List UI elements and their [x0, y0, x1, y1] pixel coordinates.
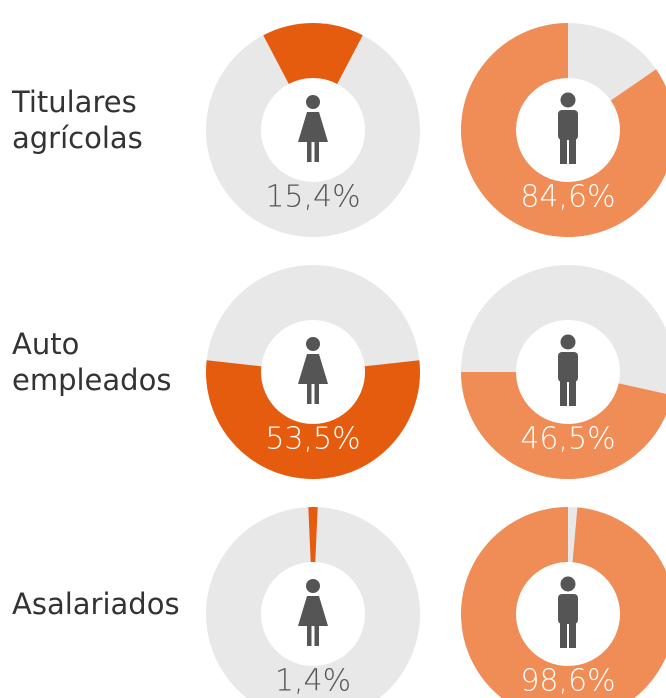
icon-leg	[560, 138, 567, 164]
icon-head	[306, 579, 320, 593]
value-label: 84,6%	[520, 180, 615, 215]
row-label: Titulares agrícolas	[12, 84, 192, 156]
icon-body	[298, 112, 328, 142]
icon-head	[561, 577, 576, 592]
icon-leg	[307, 626, 312, 646]
icon-body	[298, 354, 328, 384]
value-label: 98,6%	[520, 664, 615, 698]
donut: 46,5%	[461, 293, 666, 480]
icon-body	[558, 594, 578, 624]
donut: 1,4%	[234, 507, 393, 698]
icon-leg	[307, 142, 312, 162]
icon-leg	[315, 142, 320, 162]
icon-leg	[560, 622, 567, 648]
icon-leg	[569, 380, 576, 406]
icon-leg	[569, 622, 576, 648]
icon-leg	[315, 384, 320, 404]
icon-body	[558, 352, 578, 382]
icon-head	[561, 335, 576, 350]
donut: 84,6%	[461, 23, 666, 237]
value-label: 15,4%	[265, 180, 360, 215]
value-label: 46,5%	[520, 422, 615, 457]
donut: 98,6%	[461, 507, 666, 698]
icon-head	[561, 93, 576, 108]
row-label: Auto empleados	[12, 326, 192, 398]
icon-body	[298, 596, 328, 626]
icon-leg	[315, 626, 320, 646]
icon-leg	[307, 384, 312, 404]
icon-head	[306, 337, 320, 351]
donut: 15,4%	[234, 23, 393, 215]
value-label: 1,4%	[275, 664, 351, 698]
infographic: 15,4% 84,6% 53,5% 46,5% 1,4% 98,6% Titulares …	[0, 0, 666, 698]
donut: 53,5%	[206, 293, 420, 480]
value-label: 53,5%	[265, 422, 360, 457]
row-label: Asalariados	[12, 586, 192, 622]
icon-leg	[560, 380, 567, 406]
icon-head	[306, 95, 320, 109]
icon-body	[558, 110, 578, 140]
icon-leg	[569, 138, 576, 164]
